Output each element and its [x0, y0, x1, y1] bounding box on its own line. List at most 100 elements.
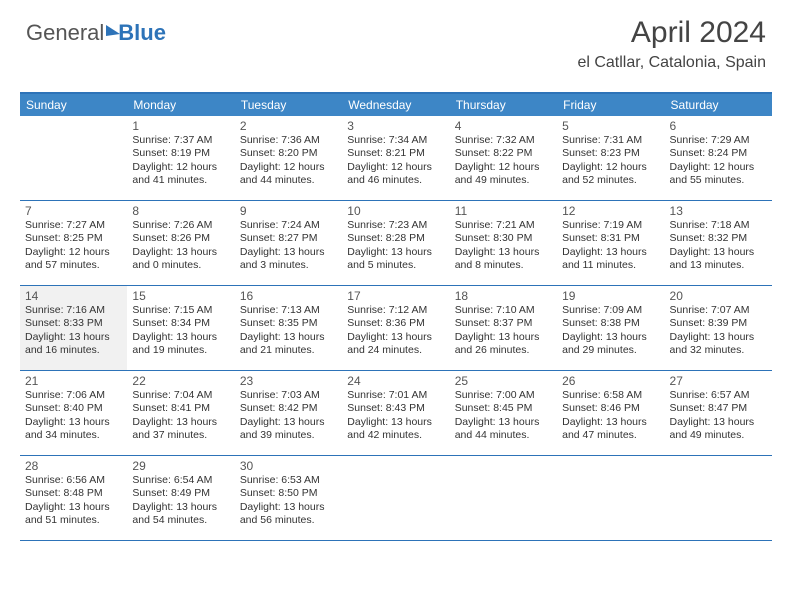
daylight-text: Daylight: 12 hours: [25, 246, 122, 259]
day-number: 21: [25, 374, 122, 389]
sunset-text: Sunset: 8:23 PM: [562, 147, 659, 160]
sunrise-text: Sunrise: 7:13 AM: [240, 304, 337, 317]
daylight-text: and 34 minutes.: [25, 429, 122, 442]
sunrise-text: Sunrise: 7:12 AM: [347, 304, 444, 317]
daylight-text: Daylight: 12 hours: [240, 161, 337, 174]
day-header: Saturday: [665, 94, 772, 116]
daylight-text: Daylight: 12 hours: [670, 161, 767, 174]
calendar-week: 21Sunrise: 7:06 AMSunset: 8:40 PM Dayligh…: [20, 371, 772, 456]
daylight-text: and 49 minutes.: [455, 174, 552, 187]
calendar-body: 1Sunrise: 7:37 AMSunset: 8:19 PMDaylight…: [20, 116, 772, 541]
sunrise-text: Sunrise: 6:58 AM: [562, 389, 659, 402]
day-number: 25: [455, 374, 552, 389]
day-number: 30: [240, 459, 337, 474]
day-number: 6: [670, 119, 767, 134]
daylight-text: Daylight: 13 hours: [347, 246, 444, 259]
daylight-text: Daylight: 12 hours: [562, 161, 659, 174]
daylight-text: and 42 minutes.: [347, 429, 444, 442]
sunset-text: Sunset: 8:20 PM: [240, 147, 337, 160]
day-header: Thursday: [450, 94, 557, 116]
daylight-text: Daylight: 12 hours: [132, 161, 229, 174]
sunrise-text: Sunrise: 7:36 AM: [240, 134, 337, 147]
sunrise-text: Sunrise: 7:07 AM: [670, 304, 767, 317]
calendar-cell: 14Sunrise: 7:16 AMSunset: 8:33 PMDayligh…: [20, 286, 127, 370]
day-number: 7: [25, 204, 122, 219]
calendar: SundayMondayTuesdayWednesdayThursdayFrid…: [20, 92, 772, 541]
daylight-text: Daylight: 13 hours: [455, 416, 552, 429]
daylight-text: and 51 minutes.: [25, 514, 122, 527]
day-number: 13: [670, 204, 767, 219]
sunset-text: Sunset: 8:39 PM: [670, 317, 767, 330]
sunrise-text: Sunrise: 6:56 AM: [25, 474, 122, 487]
daylight-text: and 24 minutes.: [347, 344, 444, 357]
daylight-text: Daylight: 12 hours: [455, 161, 552, 174]
day-header: Friday: [557, 94, 664, 116]
day-number: 10: [347, 204, 444, 219]
daylight-text: and 47 minutes.: [562, 429, 659, 442]
daylight-text: Daylight: 13 hours: [562, 416, 659, 429]
day-number: 17: [347, 289, 444, 304]
sunrise-text: Sunrise: 7:32 AM: [455, 134, 552, 147]
daylight-text: and 8 minutes.: [455, 259, 552, 272]
sunset-text: Sunset: 8:34 PM: [132, 317, 229, 330]
daylight-text: and 56 minutes.: [240, 514, 337, 527]
calendar-cell-empty: [450, 456, 557, 540]
logo-text-blue: Blue: [118, 20, 166, 46]
sunrise-text: Sunrise: 7:18 AM: [670, 219, 767, 232]
calendar-cell: 25Sunrise: 7:00 AMSunset: 8:45 PMDayligh…: [450, 371, 557, 455]
calendar-cell: 18Sunrise: 7:10 AMSunset: 8:37 PMDayligh…: [450, 286, 557, 370]
daylight-text: Daylight: 13 hours: [670, 416, 767, 429]
calendar-day-headers: SundayMondayTuesdayWednesdayThursdayFrid…: [20, 94, 772, 116]
sunrise-text: Sunrise: 7:24 AM: [240, 219, 337, 232]
daylight-text: Daylight: 13 hours: [455, 246, 552, 259]
sunset-text: Sunset: 8:46 PM: [562, 402, 659, 415]
sunset-text: Sunset: 8:30 PM: [455, 232, 552, 245]
calendar-cell: 3Sunrise: 7:34 AMSunset: 8:21 PMDaylight…: [342, 116, 449, 200]
calendar-cell: 10Sunrise: 7:23 AMSunset: 8:28 PMDayligh…: [342, 201, 449, 285]
daylight-text: and 19 minutes.: [132, 344, 229, 357]
calendar-cell: 15Sunrise: 7:15 AMSunset: 8:34 PMDayligh…: [127, 286, 234, 370]
calendar-cell: 6Sunrise: 7:29 AMSunset: 8:24 PMDaylight…: [665, 116, 772, 200]
daylight-text: Daylight: 13 hours: [132, 246, 229, 259]
daylight-text: Daylight: 13 hours: [240, 416, 337, 429]
day-number: 22: [132, 374, 229, 389]
sunset-text: Sunset: 8:22 PM: [455, 147, 552, 160]
sunrise-text: Sunrise: 7:00 AM: [455, 389, 552, 402]
daylight-text: and 26 minutes.: [455, 344, 552, 357]
sunrise-text: Sunrise: 7:19 AM: [562, 219, 659, 232]
sunset-text: Sunset: 8:38 PM: [562, 317, 659, 330]
sunset-text: Sunset: 8:49 PM: [132, 487, 229, 500]
header-right: April 2024 el Catllar, Catalonia, Spain: [577, 16, 766, 72]
sunrise-text: Sunrise: 7:06 AM: [25, 389, 122, 402]
page-title: April 2024: [577, 16, 766, 50]
sunrise-text: Sunrise: 7:04 AM: [132, 389, 229, 402]
calendar-cell: 9Sunrise: 7:24 AMSunset: 8:27 PMDaylight…: [235, 201, 342, 285]
day-number: 12: [562, 204, 659, 219]
sunrise-text: Sunrise: 7:09 AM: [562, 304, 659, 317]
sunset-text: Sunset: 8:32 PM: [670, 232, 767, 245]
day-number: 29: [132, 459, 229, 474]
day-number: 9: [240, 204, 337, 219]
day-number: 23: [240, 374, 337, 389]
calendar-cell: 24Sunrise: 7:01 AMSunset: 8:43 PMDayligh…: [342, 371, 449, 455]
day-number: 3: [347, 119, 444, 134]
daylight-text: Daylight: 13 hours: [132, 501, 229, 514]
daylight-text: and 0 minutes.: [132, 259, 229, 272]
sunrise-text: Sunrise: 7:31 AM: [562, 134, 659, 147]
day-number: 8: [132, 204, 229, 219]
sunset-text: Sunset: 8:24 PM: [670, 147, 767, 160]
calendar-cell: 1Sunrise: 7:37 AMSunset: 8:19 PMDaylight…: [127, 116, 234, 200]
logo: General Blue: [26, 20, 166, 46]
sunset-text: Sunset: 8:40 PM: [25, 402, 122, 415]
day-number: 24: [347, 374, 444, 389]
sunset-text: Sunset: 8:21 PM: [347, 147, 444, 160]
sunset-text: Sunset: 8:37 PM: [455, 317, 552, 330]
daylight-text: and 16 minutes.: [25, 344, 122, 357]
calendar-week: 1Sunrise: 7:37 AMSunset: 8:19 PMDaylight…: [20, 116, 772, 201]
daylight-text: Daylight: 13 hours: [562, 246, 659, 259]
daylight-text: and 46 minutes.: [347, 174, 444, 187]
daylight-text: Daylight: 13 hours: [455, 331, 552, 344]
calendar-cell: 30Sunrise: 6:53 AMSunset: 8:50 PMDayligh…: [235, 456, 342, 540]
day-number: 16: [240, 289, 337, 304]
sunrise-text: Sunrise: 6:53 AM: [240, 474, 337, 487]
